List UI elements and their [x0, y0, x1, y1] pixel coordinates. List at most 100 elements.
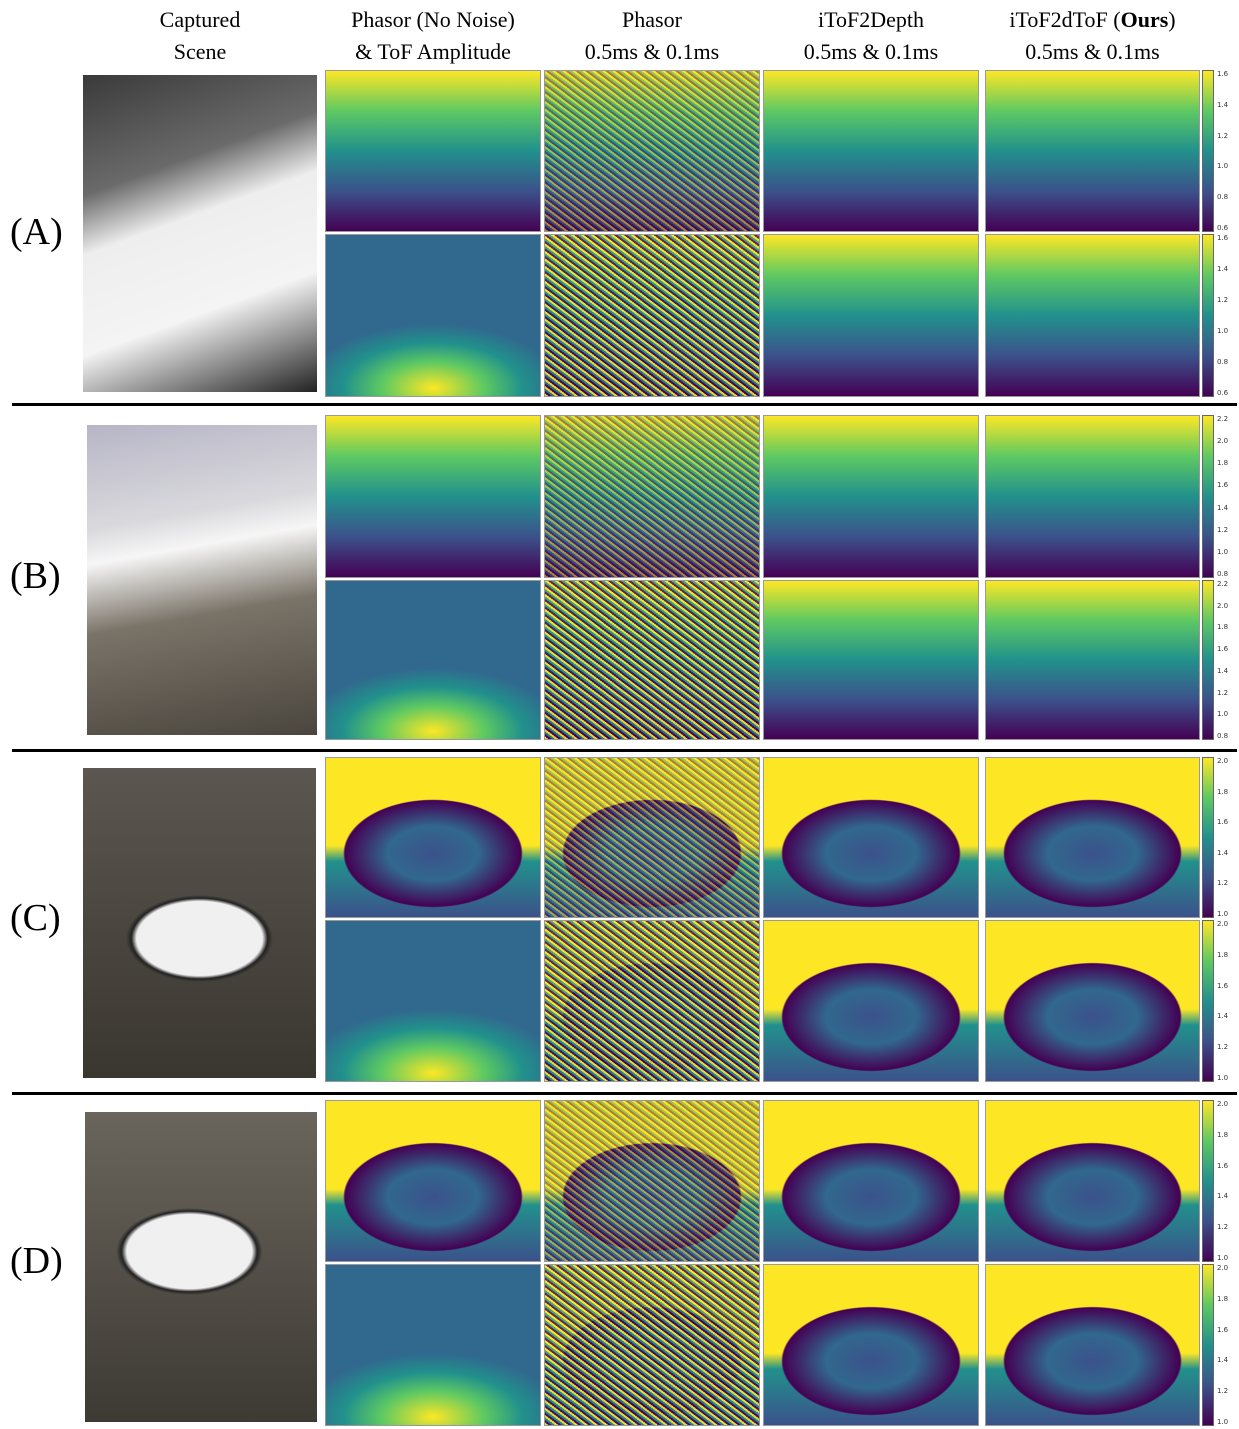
header-text: Ours — [1121, 7, 1169, 32]
depth-map — [763, 1264, 979, 1426]
depth-map — [325, 1100, 541, 1262]
colorbar-tick: 2.0 — [1217, 437, 1228, 445]
colorbar — [1202, 415, 1214, 578]
colorbar-tick: 0.8 — [1217, 732, 1228, 740]
header-text: Scene — [174, 39, 227, 64]
column-header: iToF2dToF (Ours) 0.5ms & 0.1ms — [955, 4, 1230, 68]
depth-map — [544, 1100, 760, 1262]
colorbar-tick: 1.2 — [1217, 879, 1228, 887]
depth-map — [544, 1264, 760, 1426]
depth-map — [985, 1264, 1200, 1426]
header-text: Phasor (No Noise) — [351, 7, 515, 32]
figure: Captured Scene Phasor (No Noise) & ToF Ampl… — [0, 0, 1239, 1429]
scene-photo — [85, 1112, 317, 1422]
header-text: Phasor — [622, 7, 682, 32]
colorbar-tick: 1.8 — [1217, 951, 1228, 959]
scene-photo — [83, 75, 317, 392]
colorbar-tick: 1.8 — [1217, 623, 1228, 631]
colorbar-tick: 1.2 — [1217, 1223, 1228, 1231]
depth-map — [325, 757, 541, 918]
depth-map — [985, 920, 1200, 1082]
colorbar-tick: 1.0 — [1217, 710, 1228, 718]
scene-photo — [87, 425, 317, 735]
colorbar — [1202, 1100, 1214, 1262]
colorbar-tick: 1.2 — [1217, 689, 1228, 697]
header-text: iToF2Depth — [818, 7, 924, 32]
row-label: (A) — [10, 210, 63, 254]
colorbar-tick: 1.8 — [1217, 788, 1228, 796]
colorbar-tick: 1.0 — [1217, 910, 1228, 918]
depth-map — [544, 234, 760, 397]
depth-map — [763, 234, 979, 397]
colorbar-tick: 1.0 — [1217, 1074, 1228, 1082]
colorbar-tick: 1.6 — [1217, 645, 1228, 653]
colorbar-tick: 0.8 — [1217, 193, 1228, 201]
depth-map — [325, 920, 541, 1082]
colorbar-tick: 1.2 — [1217, 1043, 1228, 1051]
colorbar-tick: 1.4 — [1217, 1356, 1228, 1364]
depth-map — [325, 1264, 541, 1426]
colorbar-tick: 1.2 — [1217, 1387, 1228, 1395]
colorbar-tick: 1.4 — [1217, 101, 1228, 109]
depth-map — [325, 580, 541, 740]
row-separator — [12, 1092, 1237, 1095]
colorbar-tick: 1.4 — [1217, 667, 1228, 675]
colorbar-tick: 1.4 — [1217, 849, 1228, 857]
depth-map — [325, 234, 541, 397]
depth-map — [985, 757, 1200, 918]
depth-map — [985, 70, 1200, 232]
row-separator — [12, 749, 1237, 752]
header-text: & ToF Amplitude — [355, 39, 511, 64]
colorbar-tick: 0.8 — [1217, 358, 1228, 366]
colorbar-tick: 1.4 — [1217, 265, 1228, 273]
colorbar-tick: 2.0 — [1217, 920, 1228, 928]
depth-map — [544, 757, 760, 918]
depth-map — [544, 580, 760, 740]
colorbar-tick: 1.6 — [1217, 1162, 1228, 1170]
colorbar-tick: 0.8 — [1217, 570, 1228, 578]
depth-map — [985, 1100, 1200, 1262]
colorbar-tick: 1.0 — [1217, 162, 1228, 170]
colorbar-tick: 1.4 — [1217, 504, 1228, 512]
header-text: Captured — [160, 7, 241, 32]
colorbar-tick: 1.0 — [1217, 327, 1228, 335]
header-line: iToF2dToF (Ours) — [955, 4, 1230, 36]
colorbar-tick: 1.4 — [1217, 1012, 1228, 1020]
depth-map — [763, 920, 979, 1082]
colorbar-tick: 1.6 — [1217, 982, 1228, 990]
row-label: (C) — [10, 896, 61, 940]
colorbar-tick: 2.2 — [1217, 580, 1228, 588]
scene-photo — [83, 768, 316, 1078]
header-line: 0.5ms & 0.1ms — [955, 36, 1230, 68]
colorbar-tick: 0.6 — [1217, 389, 1228, 397]
depth-map — [325, 415, 541, 578]
colorbar — [1202, 70, 1214, 232]
colorbar-tick: 2.0 — [1217, 602, 1228, 610]
depth-map — [763, 580, 979, 740]
colorbar-tick: 1.6 — [1217, 234, 1228, 242]
depth-map — [544, 70, 760, 232]
depth-map — [985, 580, 1200, 740]
colorbar-tick: 0.6 — [1217, 224, 1228, 232]
colorbar — [1202, 234, 1214, 397]
row-label: (B) — [10, 554, 61, 598]
colorbar-tick: 2.0 — [1217, 1264, 1228, 1272]
depth-map — [985, 415, 1200, 578]
colorbar — [1202, 580, 1214, 740]
colorbar-tick: 1.2 — [1217, 132, 1228, 140]
colorbar — [1202, 920, 1214, 1082]
colorbar-tick: 1.8 — [1217, 1131, 1228, 1139]
header-text: 0.5ms & 0.1ms — [1025, 39, 1159, 64]
colorbar-tick: 1.0 — [1217, 1254, 1228, 1262]
colorbar-tick: 1.2 — [1217, 296, 1228, 304]
depth-map — [544, 920, 760, 1082]
colorbar-tick: 1.8 — [1217, 459, 1228, 467]
depth-map — [763, 415, 979, 578]
depth-map — [544, 415, 760, 578]
depth-map — [325, 70, 541, 232]
depth-map — [763, 757, 979, 918]
colorbar-tick: 1.6 — [1217, 1326, 1228, 1334]
colorbar-tick: 2.2 — [1217, 415, 1228, 423]
header-text: iToF2dToF ( — [1009, 7, 1120, 32]
colorbar-tick: 1.6 — [1217, 818, 1228, 826]
